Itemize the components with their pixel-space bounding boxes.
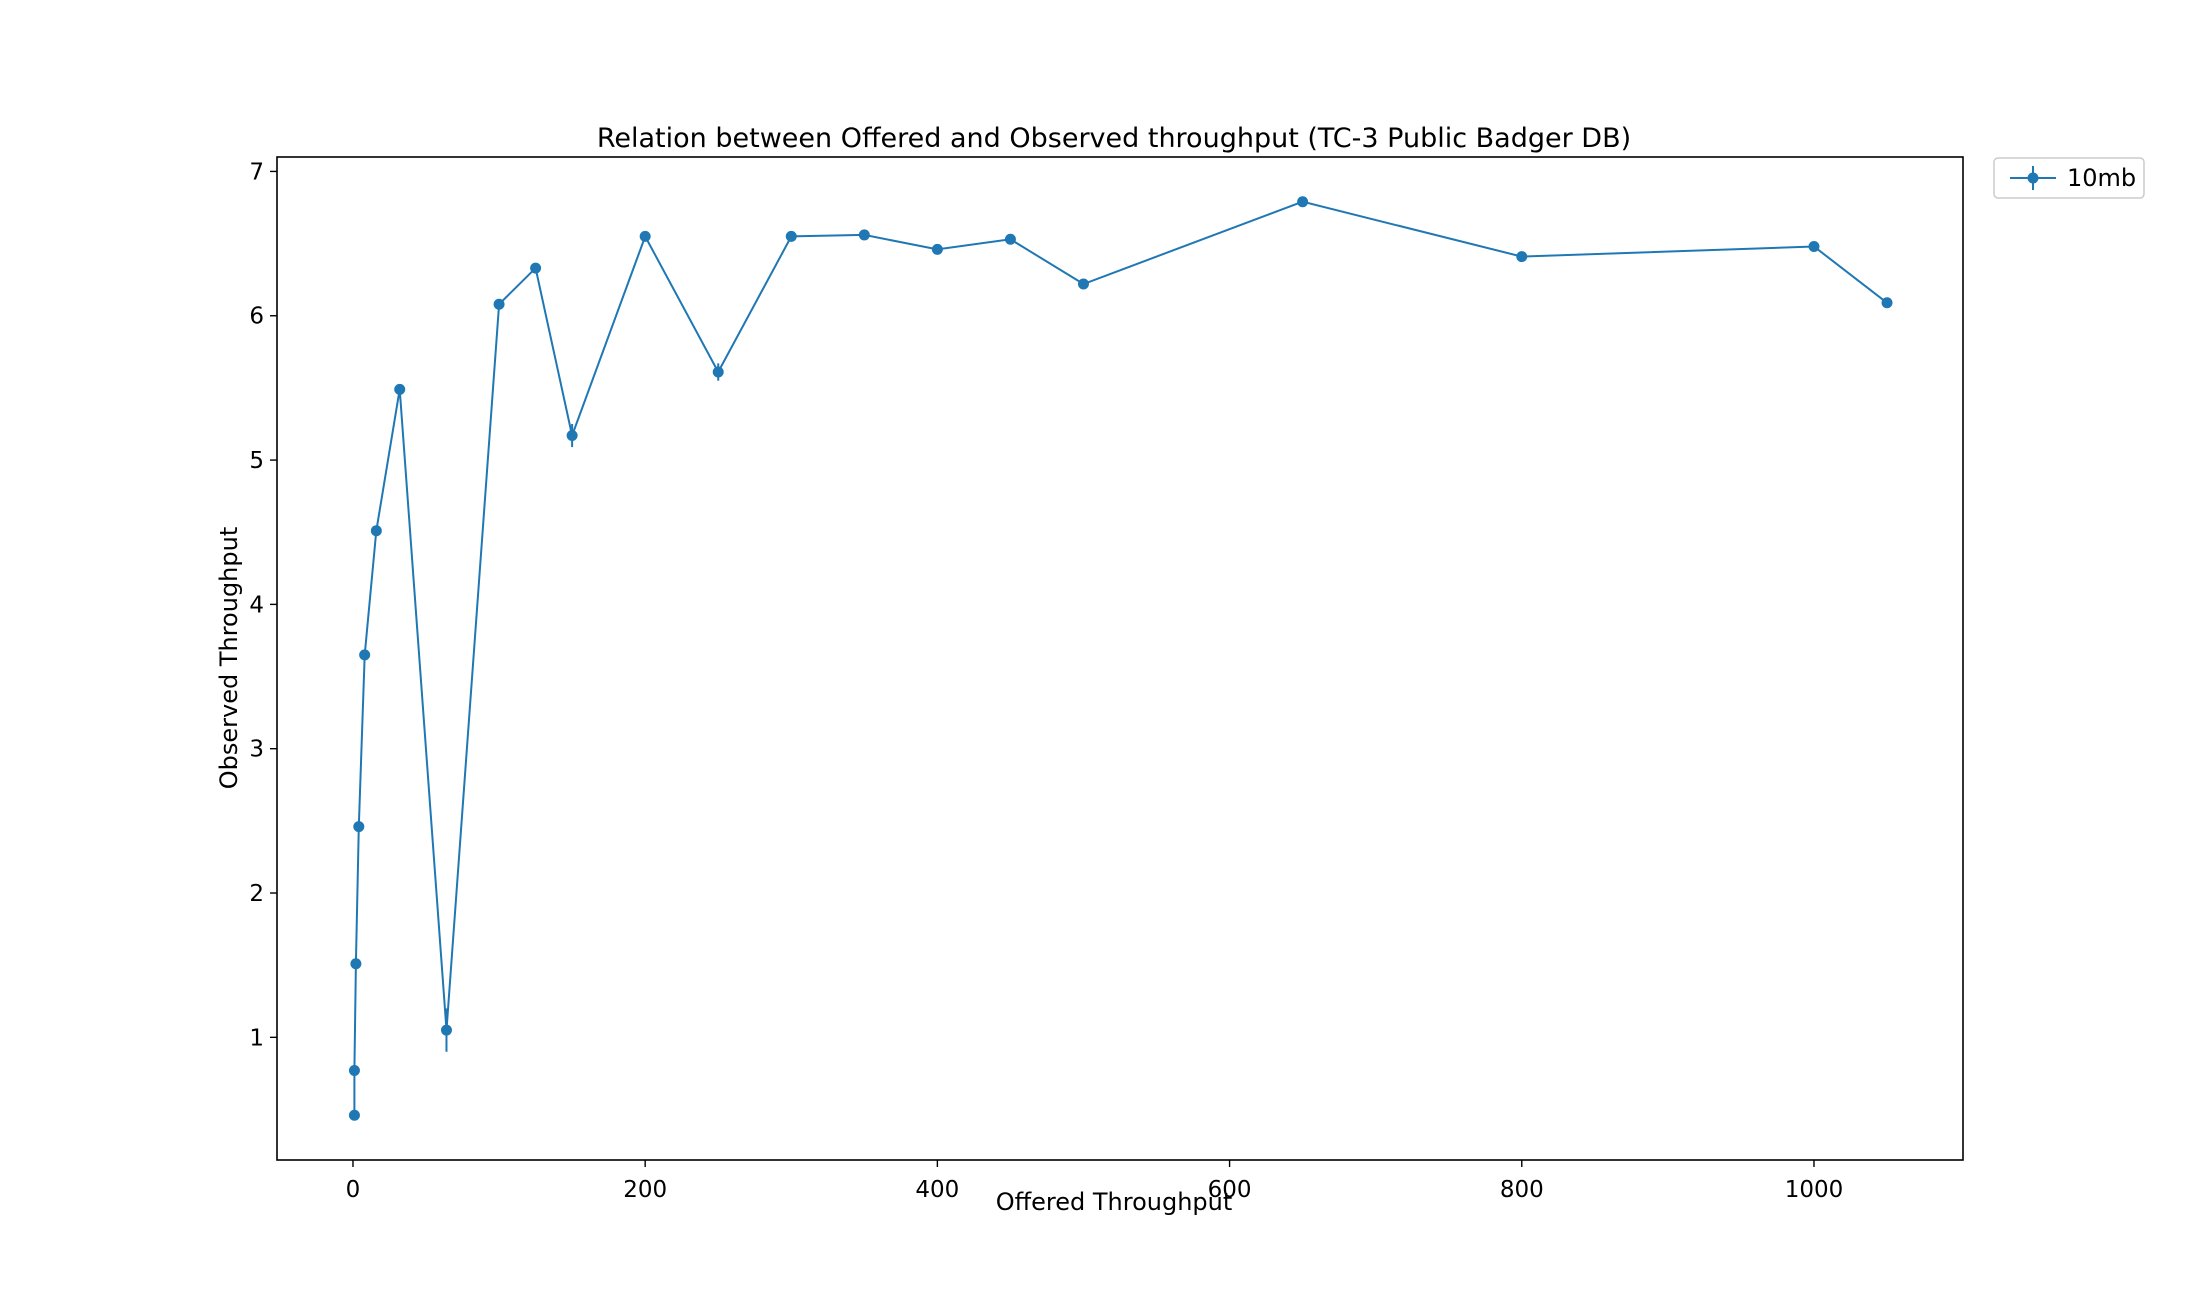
y-tick-label: 5 [249, 448, 264, 474]
axes: 0 200 400 600 800 1000 1 2 3 4 5 6 7 [249, 156, 1964, 1203]
data-point [493, 298, 505, 310]
data-point [530, 262, 542, 274]
y-tick-label: 6 [249, 304, 264, 330]
data-point [353, 821, 365, 833]
data-point [566, 430, 578, 442]
y-tick-label: 2 [249, 881, 264, 907]
data-point [348, 1065, 360, 1077]
data-point [1297, 196, 1309, 208]
x-tick-label: 600 [1208, 1177, 1252, 1203]
data-point [1808, 240, 1820, 252]
legend-swatch-10mb [2010, 166, 2056, 190]
y-tick-label: 7 [249, 159, 264, 185]
data-point [858, 229, 870, 241]
x-axis-label: Offered Throughput [996, 1188, 1233, 1216]
y-tick-label: 3 [249, 737, 264, 763]
y-tick-label: 4 [249, 592, 264, 618]
data-point [440, 1024, 452, 1036]
data-point [1516, 251, 1528, 263]
plot-frame [276, 156, 1964, 1161]
data-point [350, 958, 362, 970]
chart-title: Relation between Offered and Observed th… [597, 123, 1631, 154]
data-point [394, 383, 406, 395]
x-tick-label: 800 [1500, 1177, 1544, 1203]
legend-frame [1993, 157, 2145, 199]
data-point [1004, 233, 1016, 245]
data-point [785, 230, 797, 242]
legend-label-10mb: 10mb [2067, 164, 2136, 192]
data-point [370, 525, 382, 537]
series-line-10mb [353, 200, 1888, 1116]
legend: 10mb [1993, 157, 2145, 199]
plot-area [348, 196, 1893, 1121]
data-point [931, 243, 943, 255]
legend-marker [2027, 172, 2039, 184]
data-point [639, 230, 651, 242]
data-point [1881, 297, 1893, 309]
data-point [359, 649, 371, 661]
x-tick-label: 200 [623, 1177, 667, 1203]
x-tick-label: 400 [915, 1177, 959, 1203]
y-axis-label: Observed Throughput [215, 527, 243, 790]
data-point [348, 1109, 360, 1121]
x-tick-label: 0 [346, 1177, 361, 1203]
data-point [712, 366, 724, 378]
x-tick-label: 1000 [1785, 1177, 1844, 1203]
data-point [1077, 278, 1089, 290]
y-tick-label: 1 [249, 1025, 264, 1051]
